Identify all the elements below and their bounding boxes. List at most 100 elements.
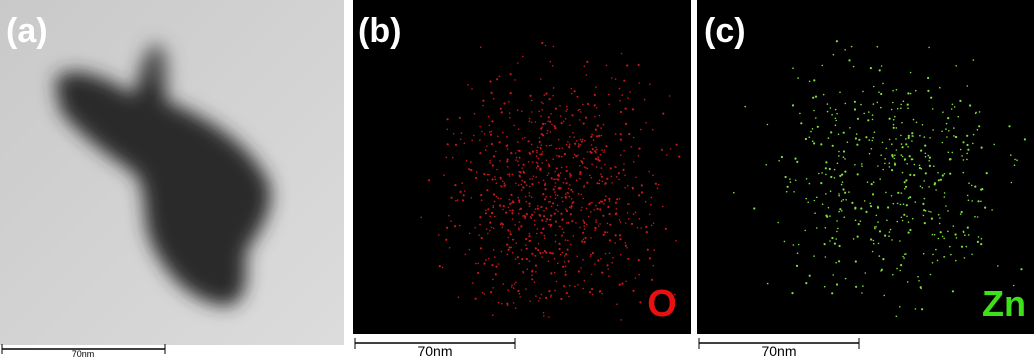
signal-dot: [511, 202, 513, 204]
signal-dot: [509, 231, 512, 233]
signal-dot: [550, 296, 552, 298]
signal-dot: [548, 200, 550, 203]
signal-dot: [579, 144, 582, 146]
signal-dot: [895, 149, 898, 151]
signal-dot: [888, 231, 891, 233]
signal-dot: [579, 108, 581, 111]
signal-dot: [615, 176, 618, 178]
signal-dot: [614, 242, 616, 244]
signal-dot: [513, 124, 515, 127]
signal-dot: [443, 174, 445, 176]
signal-dot: [911, 140, 913, 142]
signal-dot: [538, 140, 541, 143]
signal-dot: [555, 280, 558, 283]
signal-dot: [876, 45, 879, 48]
signal-dot: [606, 264, 609, 267]
signal-dot: [675, 239, 677, 242]
signal-dot: [874, 227, 876, 230]
signal-dot: [622, 168, 625, 171]
signal-dot: [879, 178, 881, 180]
signal-dot: [527, 140, 530, 143]
signal-dot: [964, 234, 966, 236]
signal-dot: [948, 158, 952, 161]
signal-dot: [595, 219, 597, 221]
signal-dot: [577, 270, 581, 273]
signal-dot: [631, 108, 635, 111]
signal-dot: [549, 200, 551, 203]
signal-dot: [645, 122, 647, 124]
signal-dot: [884, 162, 886, 165]
signal-dot: [557, 210, 559, 213]
signal-dot: [895, 315, 898, 318]
signal-dot: [953, 106, 956, 108]
signal-dot: [528, 235, 531, 238]
signal-dot: [557, 262, 559, 265]
signal-dot: [884, 158, 886, 160]
signal-dot: [510, 193, 513, 196]
signal-dot: [514, 79, 516, 81]
signal-dot: [565, 209, 569, 213]
signal-dot: [844, 102, 847, 105]
signal-dot: [484, 212, 487, 215]
signal-dot: [550, 177, 553, 180]
signal-dot: [535, 161, 538, 164]
signal-dot: [895, 127, 898, 129]
signal-dot: [1023, 138, 1026, 141]
signal-dot: [603, 151, 605, 153]
signal-dot: [919, 134, 921, 137]
signal-dot: [554, 194, 557, 196]
signal-dot: [892, 118, 895, 121]
signal-dot: [882, 82, 884, 85]
signal-dot: [937, 172, 939, 174]
signal-dot: [906, 215, 908, 218]
signal-dot: [816, 125, 819, 128]
signal-dot: [966, 134, 969, 137]
signal-dot: [534, 264, 538, 267]
signal-dot: [892, 202, 895, 205]
signal-dot: [612, 256, 614, 259]
signal-dot: [797, 77, 799, 79]
signal-dot: [486, 179, 489, 181]
signal-dot: [545, 220, 547, 223]
signal-dot: [489, 229, 491, 232]
signal-dot: [795, 264, 799, 267]
signal-dot: [572, 156, 575, 159]
signal-dot: [977, 200, 980, 203]
signal-dot: [549, 131, 552, 133]
signal-dot: [906, 281, 909, 283]
signal-dot: [537, 242, 540, 245]
signal-dot: [835, 261, 837, 264]
signal-dot: [569, 136, 571, 138]
signal-dot: [808, 274, 811, 277]
signal-dot: [569, 172, 571, 175]
signal-dot: [581, 206, 583, 209]
signal-dot: [943, 237, 945, 240]
signal-dot: [515, 281, 517, 284]
signal-dot: [590, 211, 592, 213]
signal-dot: [924, 210, 927, 212]
signal-dot: [497, 197, 500, 199]
signal-dot: [654, 182, 658, 185]
signal-dot: [589, 255, 592, 257]
signal-dot: [634, 277, 637, 279]
signal-dot: [906, 103, 909, 106]
signal-dot: [971, 200, 973, 202]
signal-dot: [827, 137, 830, 139]
signal-dot: [931, 262, 934, 264]
signal-dot: [499, 160, 501, 162]
signal-dot: [841, 210, 843, 212]
signal-dot: [902, 203, 905, 205]
signal-dot: [601, 292, 603, 295]
signal-dot: [465, 160, 468, 162]
signal-dot: [544, 182, 547, 184]
signal-dot: [910, 158, 913, 161]
signal-dot: [548, 219, 551, 221]
signal-dot: [542, 193, 545, 196]
signal-dot: [541, 162, 543, 164]
signal-dot: [818, 172, 820, 175]
signal-dot: [529, 178, 531, 180]
signal-dot: [614, 213, 617, 216]
signal-dot: [805, 178, 808, 180]
signal-dot: [458, 116, 461, 119]
signal-dot: [653, 249, 655, 251]
